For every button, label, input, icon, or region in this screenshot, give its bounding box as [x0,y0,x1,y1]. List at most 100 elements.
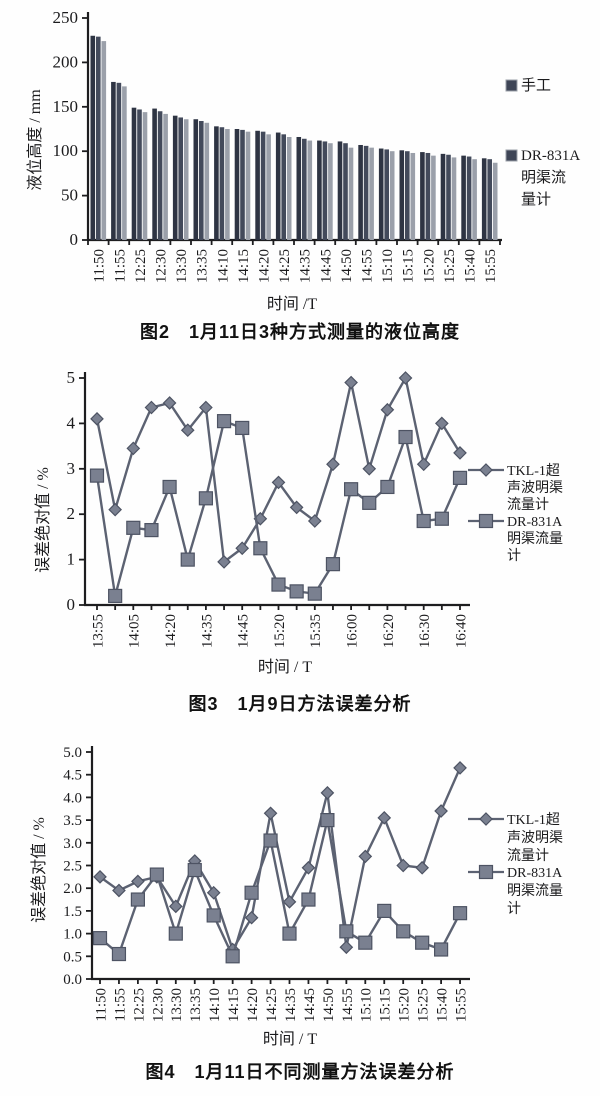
y-tick-label: 1.0 [63,927,82,943]
y-tick-label: 5 [67,368,76,387]
square-marker [398,429,413,445]
bar [286,136,292,240]
square-marker [289,584,304,599]
square-marker [89,468,105,483]
x-tick-label: 14:25 [264,988,280,1022]
y-axis-title: 液位高度 / mm [26,89,44,191]
diamond-marker [398,371,413,385]
bar [199,121,204,240]
bar [101,41,107,241]
bar [446,154,451,240]
bar [157,111,163,241]
y-tick-label: 2.5 [63,859,82,875]
x-tick-label: 15:40 [463,249,479,283]
legend-marker-square [505,79,518,92]
diamond-marker [453,761,467,775]
diamond-marker [144,400,159,415]
x-tick-label: 13:30 [169,988,185,1022]
legend-label: TKL-1超 [507,463,560,479]
x-tick-label: 14:20 [245,988,261,1022]
bar [152,108,157,241]
x-tick-label: 14:20 [257,249,273,283]
diamond-marker [93,870,107,884]
legend-label: 流量计 [507,848,549,864]
y-tick-label: 200 [53,52,79,71]
square-marker [187,862,202,878]
x-tick-label: 15:20 [421,249,437,283]
bar [172,115,178,240]
x-tick-label: 16:20 [381,614,397,648]
bar [260,131,266,240]
bar [410,152,416,240]
legend-label: 计 [507,901,521,917]
square-marker [253,541,268,556]
y-tick-label: 4.0 [63,790,82,806]
diamond-marker [377,810,392,825]
x-tick-label: 11:55 [112,988,128,1022]
y-tick-label: 3.5 [63,813,82,829]
x-tick-label: 14:15 [226,988,242,1022]
y-axis-title: 误差绝对值 / % [34,467,52,573]
bar [111,81,116,240]
bar [358,144,363,240]
bar [281,134,286,240]
square-marker [225,949,240,964]
diamond-marker [396,858,411,873]
figure2-bar-chart: 0 50 100 150 200 250 11:50 11:55 12:25 12:30 13:30… [26,8,580,313]
diamond-marker [263,806,278,821]
x-tick-label: 14:15 [236,249,252,283]
bar [255,130,260,240]
x-tick-label: 14:10 [207,988,223,1022]
bar [405,151,410,240]
bar [348,147,354,240]
square-marker [416,513,431,529]
x-tick-label: 13:35 [195,249,211,283]
x-tick-label: 15:15 [378,988,394,1022]
square-marker [130,892,145,907]
bar [425,152,431,240]
y-axis-title: 误差绝对值 / % [30,817,48,923]
x-axis-title: 时间 / T [263,1030,317,1048]
square-marker [180,552,195,567]
bar [481,158,487,240]
x-tick-label: 15:25 [442,249,458,283]
y-tick-label: 0.0 [63,972,82,988]
square-marker [206,908,221,923]
square-marker [320,812,335,828]
diamond-marker [206,885,221,900]
square-marker [282,926,297,941]
x-tick-label: 12:30 [150,988,166,1022]
square-marker [301,892,316,907]
diamond-marker [199,400,213,415]
legend-label: DR-831A [521,148,580,164]
x-tick-label: 14:20 [163,614,179,648]
x-tick-label: 15:20 [397,988,413,1022]
bar [234,129,240,240]
bar [322,141,328,240]
x-tick-label: 14:45 [302,988,318,1022]
x-tick-label: 15:55 [483,249,499,283]
bar [275,132,281,240]
x-tick-label: 15:25 [416,988,432,1022]
diamond-marker [235,541,250,556]
figure4-line-chart: 0.0 0.5 1.0 1.5 2.0 2.5 3.0 3.5 4.0 4.5 5.0 11:50 11… [30,745,563,1048]
x-tick-label: 15:55 [453,988,469,1022]
bar [461,155,466,240]
bar [296,136,302,240]
bar [266,134,271,240]
square-marker [358,935,373,950]
diamond-marker [453,446,467,460]
diamond-marker [416,457,431,472]
x-tick-label: 15:10 [380,249,396,283]
legend-label: DR-831A [507,515,563,530]
square-marker [434,942,449,957]
y-tick-label: 150 [53,97,79,116]
square-marker [92,931,108,946]
x-tick-label: 14:50 [339,249,355,283]
square-marker [235,420,250,436]
bar [142,112,148,240]
diamond-marker [90,412,104,426]
x-tick-label: 14:45 [236,614,252,648]
y-tick-label: 0.5 [63,949,82,965]
diamond-marker [282,894,297,909]
